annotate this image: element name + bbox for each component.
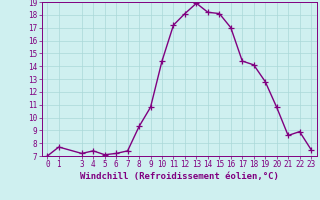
X-axis label: Windchill (Refroidissement éolien,°C): Windchill (Refroidissement éolien,°C) — [80, 172, 279, 181]
